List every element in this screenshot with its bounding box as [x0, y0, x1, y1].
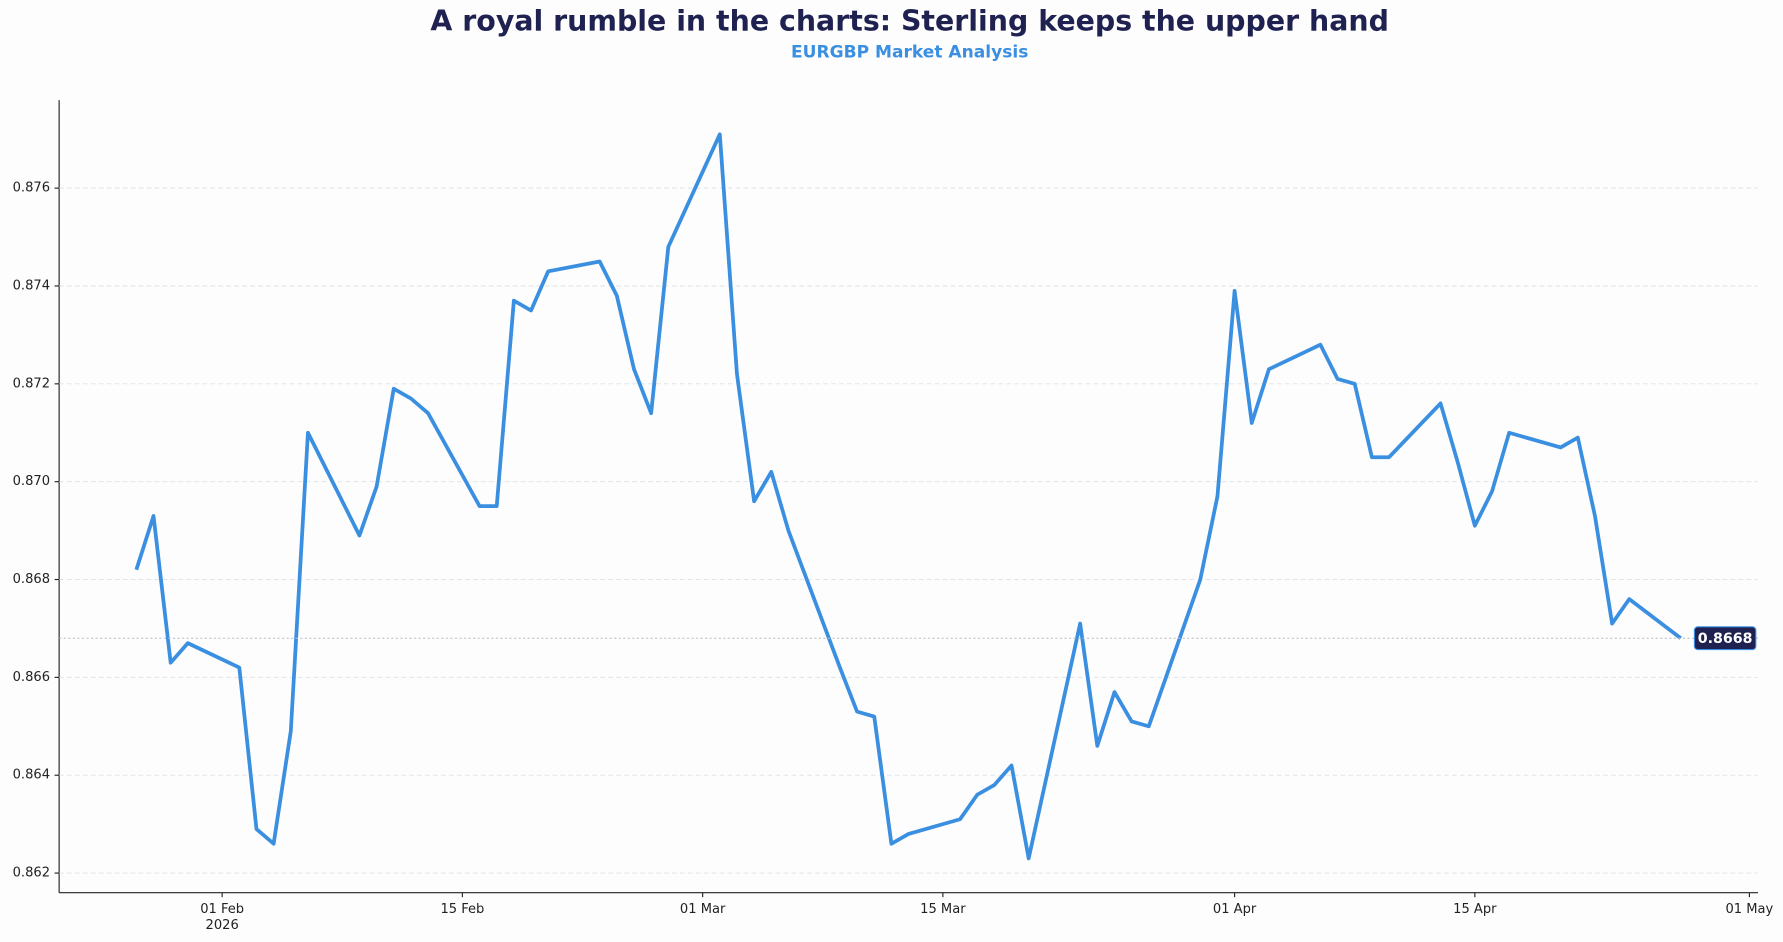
x-year-label: 2026 — [206, 918, 239, 933]
y-tick-label: 0.868 — [13, 572, 50, 587]
x-tick-label: 01 Apr — [1213, 902, 1257, 917]
y-tick-label: 0.872 — [13, 376, 50, 391]
y-tick-label: 0.874 — [13, 278, 50, 293]
x-tick-label: 15 Mar — [920, 902, 966, 917]
x-tick-label: 15 Feb — [440, 902, 484, 917]
y-tick-label: 0.870 — [13, 474, 50, 489]
chart-subtitle: EURGBP Market Analysis — [791, 42, 1028, 62]
y-tick-label: 0.864 — [13, 768, 50, 783]
chart-title: A royal rumble in the charts: Sterling k… — [430, 5, 1389, 38]
y-tick-label: 0.866 — [13, 670, 50, 685]
x-tick-label: 01 May — [1726, 902, 1774, 917]
x-tick-label: 01 Mar — [680, 902, 726, 917]
y-tick-label: 0.876 — [13, 181, 50, 196]
x-tick-label: 01 Feb — [200, 902, 244, 917]
price-line — [134, 132, 1682, 861]
last-value-label: 0.8668 — [1698, 631, 1753, 647]
y-tick-label: 0.862 — [13, 866, 50, 881]
x-tick-label: 15 Apr — [1453, 902, 1497, 917]
last-value-badge — [1693, 626, 1757, 651]
